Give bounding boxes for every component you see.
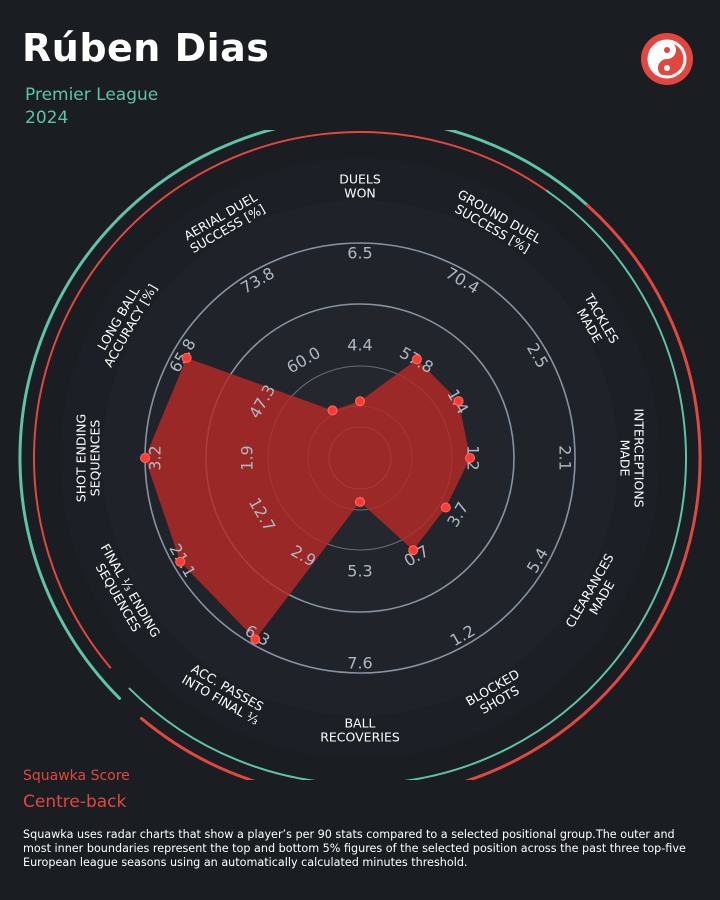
inner-arc-red <box>33 131 548 669</box>
position-label: Centre-back <box>23 792 127 812</box>
metric-label-line: INTERCEPTIONS <box>632 408 647 507</box>
outer-arc-red <box>139 203 702 780</box>
metric-label-line: RECOVERIES <box>320 730 400 745</box>
inner-arc-green <box>128 189 687 780</box>
footnote-text: Squawka uses radar charts that show a pl… <box>23 828 686 869</box>
tick-label: 4.4 <box>347 336 372 355</box>
value-point <box>408 545 419 556</box>
value-point <box>411 354 422 365</box>
value-point <box>140 453 150 463</box>
value-points <box>140 352 476 645</box>
season-year: 2024 <box>25 108 69 128</box>
value-point <box>250 634 261 645</box>
squawka-logo-icon <box>641 33 693 85</box>
tick-label: 7.6 <box>347 654 372 673</box>
value-point <box>175 556 186 567</box>
metric-label-line: MADE <box>618 440 633 477</box>
tick-label: 5.3 <box>347 562 372 581</box>
metric-label-line: SEQUENCES <box>88 420 103 497</box>
outer-arc-green <box>18 130 589 700</box>
value-point <box>440 502 451 513</box>
value-point <box>465 453 476 463</box>
tick-label: 6.5 <box>347 244 372 263</box>
value-point <box>327 405 338 416</box>
metric-label-line: BALL <box>344 716 375 731</box>
league-name: Premier League <box>25 85 159 105</box>
metric-label: SHOT ENDING SEQUENCES <box>74 414 103 502</box>
metric-label-line: DUELS <box>339 172 381 187</box>
squawka-score-label: Squawka Score <box>23 768 130 784</box>
value-point <box>355 496 365 507</box>
metric-label-line: SHOT ENDING <box>74 414 89 502</box>
tick-label: 1.9 <box>238 445 257 470</box>
tick-label: 3.2 <box>146 445 165 470</box>
tick-label: 2.1 <box>556 445 575 470</box>
radar-chart: 4.46.557.870.41.42.51.22.13.75.40.71.25.… <box>18 130 702 780</box>
value-polygon-layer <box>145 357 471 640</box>
value-point <box>181 352 192 363</box>
value-polygon <box>145 357 471 640</box>
player-name: Rúben Dias <box>22 26 270 70</box>
value-point <box>355 396 365 407</box>
metric-label-line: WON <box>344 186 376 201</box>
boundary-arcs <box>18 130 702 780</box>
value-point <box>453 396 464 407</box>
